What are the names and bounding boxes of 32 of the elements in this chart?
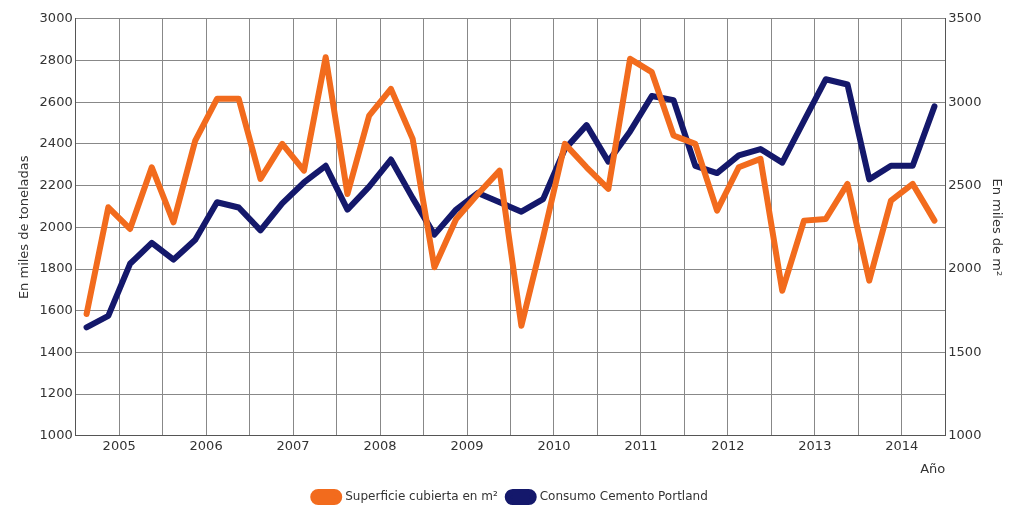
x-tick-label: 2006 [189,437,223,453]
x-tick-label: 2011 [624,437,658,453]
y-tick-label: 1800 [39,260,73,276]
x-axis-title: Año [920,460,946,476]
x-tick-label: 2007 [276,437,310,453]
x-tick-label: 2005 [102,437,136,453]
y2-tick-label: 2500 [948,176,982,192]
x-tick-label: 2010 [537,437,571,453]
y2-tick-label: 1500 [948,343,982,359]
y-tick-label: 2200 [39,176,73,192]
y-tick-label: 1600 [39,302,73,318]
y2-tick-label: 3500 [948,10,982,26]
y-tick-label: 2800 [39,51,73,67]
y2-axis-title: En miles de m² [989,178,1005,277]
y-tick-label: 2600 [39,93,73,109]
x-tick-label: 2013 [798,437,832,453]
y-axis-title: En miles de toneladas [16,155,32,300]
y-tick-label: 1400 [39,343,73,359]
y2-tick-label: 1000 [948,427,982,443]
x-tick-label: 2009 [450,437,484,453]
y-tick-label: 3000 [39,10,73,26]
y-tick-label: 2400 [39,135,73,151]
legend-label: Superficie cubierta en m² [345,489,498,504]
y2-tick-label: 2000 [948,260,982,276]
y-tick-label: 1200 [39,385,73,401]
x-tick-label: 2014 [885,437,919,453]
y2-tick-label: 3000 [948,93,982,109]
y-tick-label: 1000 [39,427,73,443]
x-tick-label: 2008 [363,437,397,453]
y-tick-label: 2000 [39,218,73,234]
x-tick-label: 2012 [711,437,745,453]
legend-label: Consumo Cemento Portland [539,489,708,504]
